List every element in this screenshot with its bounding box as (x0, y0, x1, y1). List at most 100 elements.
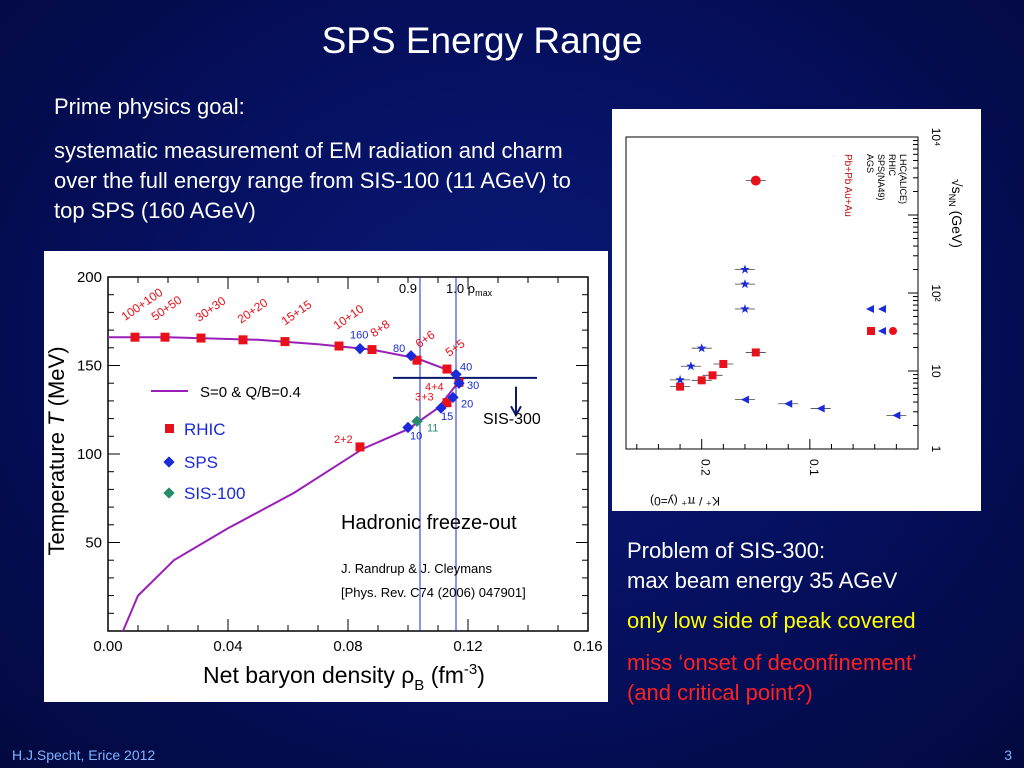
legend-sis-100-label: SIS-100 (184, 484, 245, 503)
kpi-rhic-point-5 (740, 264, 750, 274)
kpi-lhc-alice-point-0 (750, 175, 761, 186)
kpi-legend-title: Pb+Pb Au+Au (842, 154, 853, 217)
rhic-point-8-8 (367, 345, 377, 355)
rhic-label-15-15: 15+15 (279, 297, 315, 328)
y-tick-label: 200 (77, 269, 102, 286)
x-tick-label: 0.16 (573, 638, 602, 655)
kpi-legend-swatch-2 (878, 305, 886, 313)
rhic-label-2-2: 2+2 (334, 434, 353, 446)
kpi-legend-swatch-4 (889, 327, 897, 335)
sis300-label: SIS-300 (483, 411, 541, 428)
legend-curve-label: S=0 & Q/B=0.4 (200, 384, 301, 401)
page-number: 3 (1004, 747, 1012, 763)
legend-sps-swatch (163, 456, 175, 468)
kpi-energy-tick-label: 10² (929, 284, 943, 301)
sps-point-20 (447, 391, 459, 404)
kpi-rhic-point-3 (740, 304, 750, 313)
rhic-label-10-10: 10+10 (331, 302, 367, 333)
kpi-ags-point-1 (816, 404, 825, 413)
sps-label-10: 10 (410, 430, 422, 442)
goal-text: systematic measurement of EM radiation a… (54, 138, 571, 223)
kpi-legend-swatch-1 (867, 327, 875, 335)
x-axis-label: Net baryon density ρB (fm-3) (203, 661, 485, 694)
problem-onset: miss ‘onset of deconfinement’ (627, 650, 917, 675)
kpi-ags-point-3 (740, 395, 749, 404)
kpi-legend-rhic: RHIC (887, 154, 897, 176)
kpi-legend-swatch-0 (866, 305, 874, 313)
sps-point-15 (435, 402, 447, 414)
legend-sps-label: SPS (184, 453, 218, 472)
x-tick-label: 0.08 (333, 638, 362, 655)
kpi-plot-frame (625, 136, 919, 450)
reference-journal: [Phys. Rev. C74 (2006) 047901] (341, 585, 526, 600)
kpi-rhic-point-0 (675, 374, 685, 384)
rhic-label-5-5: 5+5 (443, 336, 468, 359)
kpi-energy-tick-label: 1 (929, 446, 943, 453)
hadronic-freeze-out-label: Hadronic freeze-out (341, 512, 517, 534)
rhic-point-30-30 (196, 333, 206, 343)
rhic-label-4-4: 4+4 (425, 381, 444, 393)
rhic-point-50-50 (160, 332, 170, 342)
rhic-point-5-5 (442, 364, 452, 374)
footer-author: H.J.Specht, Erice 2012 (12, 747, 156, 763)
kpi-legend-ags: AGS (865, 154, 875, 173)
x-tick-label: 0.12 (453, 638, 482, 655)
reference-authors: J. Randrup & J. Cleymans (341, 561, 493, 576)
rho-label-max: 1.0 ρmax (446, 281, 493, 298)
sps-label-30: 30 (467, 380, 479, 392)
problem-beam-energy: max beam energy 35 AGeV (627, 568, 898, 593)
sps-label-160: 160 (350, 330, 368, 342)
legend-rhic-swatch (165, 424, 174, 433)
kpi-sps-na49-point-0 (676, 382, 685, 391)
rho-label-0: 0.9 (399, 281, 417, 296)
sps-point-10 (402, 421, 414, 434)
kpi-chart-panel: 1 10 10² 10⁴ 0.1 0.2 √sNN (GeV) K⁺ / π⁺ (y=0) Pb… (612, 109, 981, 511)
rhic-label-6-6: 6+6 (413, 327, 438, 350)
y-tick-label: 150 (77, 358, 102, 375)
legend-sis-100-swatch (163, 487, 175, 499)
kpi-ags-point-0 (892, 411, 901, 420)
problem-heading: Problem of SIS-300: (627, 538, 826, 563)
rhic-label-20-20: 20+20 (235, 295, 271, 326)
slide-title: SPS Energy Range (321, 20, 643, 61)
kpi-ratio-chart: 1 10 10² 10⁴ 0.1 0.2 √sNN (GeV) K⁺ / π⁺ (y=0) Pb… (625, 128, 965, 508)
y-tick-label: 100 (77, 446, 102, 463)
sps-point-80 (405, 350, 417, 362)
kpi-y-axis-label: K⁺ / π⁺ (y=0) (650, 494, 720, 508)
y-tick-label: 50 (85, 535, 102, 552)
problem-critical-point: (and critical point?) (627, 680, 813, 705)
kpi-rhic-point-1 (686, 361, 696, 371)
legend-rhic-label: RHIC (184, 420, 226, 439)
goal-heading: Prime physics goal: (54, 94, 245, 119)
sps-point-30 (453, 377, 465, 389)
kpi-ratio-tick-label: 0.1 (807, 459, 821, 476)
plot-frame (107, 276, 589, 632)
rhic-label-30-30: 30+30 (193, 294, 229, 325)
kpi-ags-point-2 (784, 399, 793, 408)
sps-label-20: 20 (461, 398, 473, 410)
kpi-x-axis-label: √sNN (GeV) (947, 179, 965, 248)
kpi-legend-lhc-alice: LHC(ALICE) (898, 154, 908, 204)
kpi-sps-na49-point-4 (751, 348, 760, 357)
sis300-arrow-head (510, 405, 522, 418)
kpi-energy-tick-label: 10 (929, 364, 943, 378)
rhic-point-15-15 (280, 337, 290, 347)
kpi-legend-swatch-3 (878, 327, 886, 335)
y-axis-label: Temperature T (MeV) (44, 346, 69, 555)
x-tick-label: 0.00 (93, 638, 122, 655)
rhic-label-8-8: 8+8 (368, 317, 393, 340)
freeze-out-chart-panel: 0.00 0.04 0.08 0.12 0.16 50 100 150 200 100+100 5… (44, 251, 608, 702)
kpi-energy-tick-label: 10⁴ (929, 128, 943, 147)
kpi-sps-na49-point-2 (708, 371, 717, 380)
sps-point-160 (354, 343, 366, 355)
rhic-point-10-10 (334, 341, 344, 351)
problem-low-side: only low side of peak covered (627, 608, 916, 633)
rhic-point-2-2 (355, 442, 365, 452)
rhic-point-6-6 (412, 355, 422, 365)
kpi-sps-na49-point-3 (719, 359, 728, 368)
sps-label-40: 40 (460, 361, 472, 373)
rhic-point-20-20 (238, 335, 248, 345)
sis-100-point-11 (411, 415, 423, 427)
rhic-label-3-3: 3+3 (415, 392, 434, 404)
